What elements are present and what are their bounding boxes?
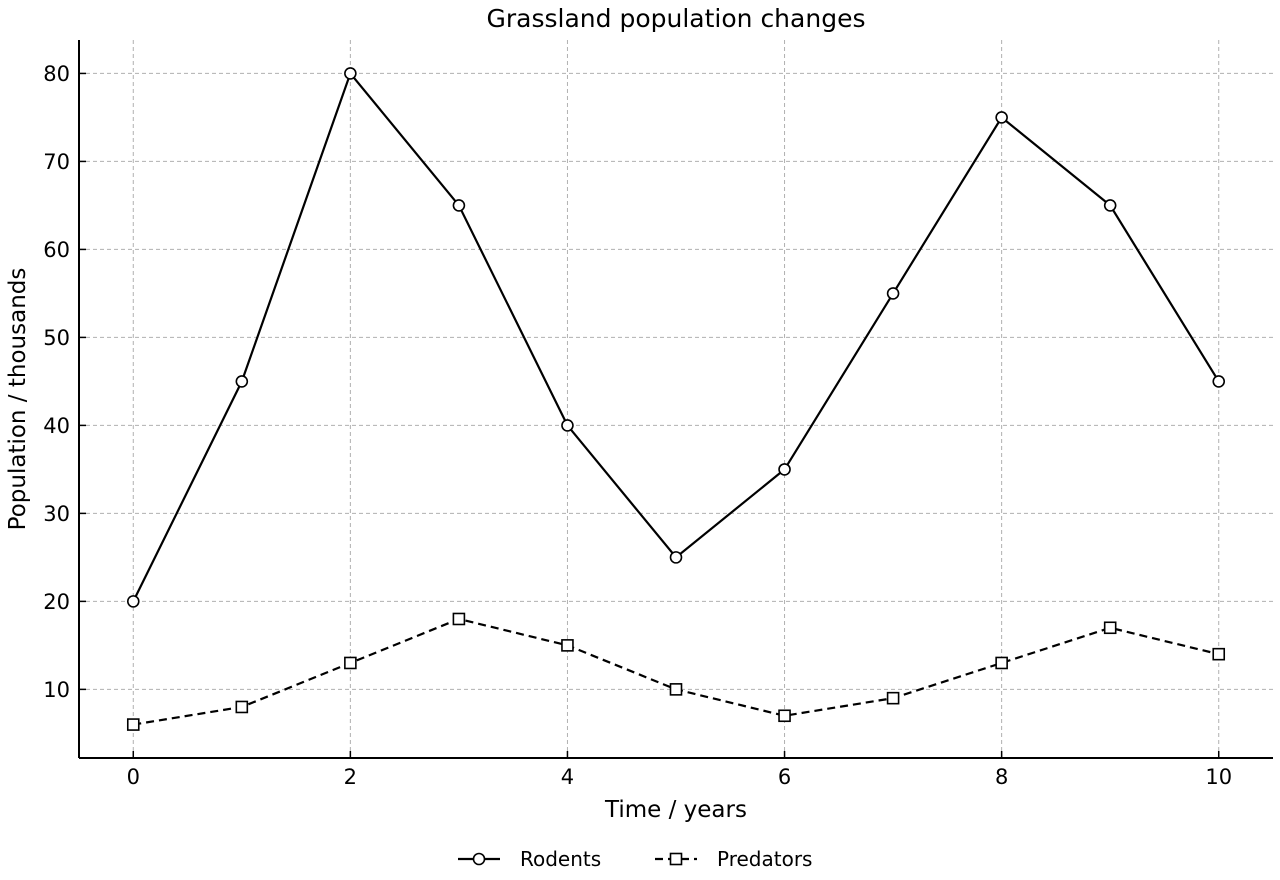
y-tick-label: 10 [43,678,70,702]
series-line-predators [133,617,1219,726]
y-tick-label: 80 [43,62,70,86]
data-point-rodents [778,463,791,476]
x-tick-label: 2 [344,765,357,789]
data-point-predators [669,683,683,696]
data-point-rodents [235,375,249,388]
data-point-predators [886,691,900,705]
x-axis-label: Time / years [604,797,747,823]
legend-item-predators: Predators [655,847,812,871]
data-point-rodents [344,67,357,80]
x-tick-label: 0 [127,765,140,789]
legend-marker-predators [669,852,683,866]
y-tick-label: 50 [43,326,70,350]
data-point-predators [561,639,574,652]
data-point-rodents [126,595,140,608]
x-tick-label: 6 [778,765,791,789]
y-axis-label: Population / thousands [5,268,31,531]
data-point-rodents [1103,199,1117,212]
legend: Rodents Predators [458,847,812,871]
y-tick-label: 30 [43,502,70,526]
y-tick-label: 20 [43,590,70,614]
chart-title: Grassland population changes [487,4,866,33]
data-point-predators [995,656,1008,670]
data-point-rodents [995,111,1008,124]
legend-label-predators: Predators [717,847,812,871]
legend-item-rodents: Rodents [458,847,601,871]
data-point-predators [235,700,249,714]
grid [79,40,1273,758]
data-point-predators [126,718,140,731]
series-predators [126,612,1226,731]
axis-ticks: 0 2 4 6 8 10 10 20 30 40 50 60 70 80 [43,62,1232,789]
data-point-predators [344,656,357,670]
series-rodents [126,67,1226,608]
x-tick-label: 8 [995,765,1008,789]
series-layer [126,67,1226,731]
data-point-rodents [452,199,466,212]
y-tick-label: 40 [43,414,70,438]
legend-marker-rodents [472,852,486,866]
x-tick-label: 10 [1205,765,1232,789]
data-point-rodents [886,287,900,300]
data-point-predators [1103,621,1117,635]
x-tick-label: 4 [561,765,574,789]
data-point-rodents [1212,375,1226,388]
data-point-predators [1212,647,1226,661]
data-point-rodents [561,419,574,432]
y-tick-label: 70 [43,150,70,174]
data-point-predators [778,709,791,723]
data-point-predators [452,612,466,626]
y-tick-label: 60 [43,238,70,262]
legend-label-rodents: Rodents [520,847,601,871]
data-point-rodents [669,551,683,564]
